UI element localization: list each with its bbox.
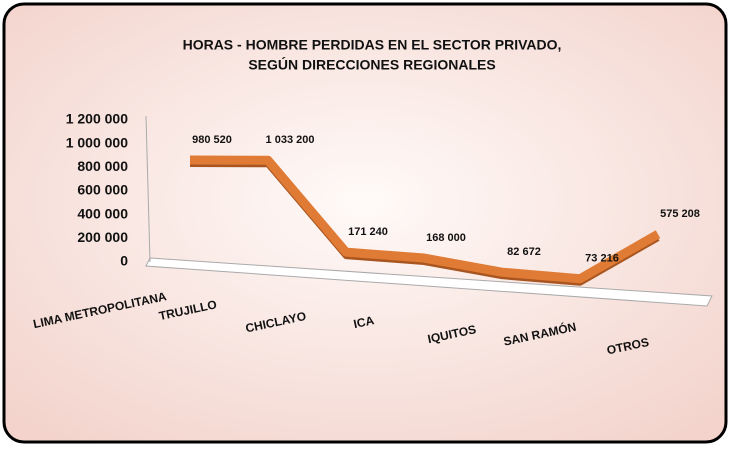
chart-frame [2,2,728,444]
data-label: 73 216 [585,253,619,265]
data-label: 1 033 200 [266,134,315,146]
chart-title: HORAS - HOMBRE PERDIDAS EN EL SECTOR PRI… [183,37,562,53]
data-label: 171 240 [348,226,388,238]
y-tick-label: 1 000 000 [66,134,128,150]
y-tick-label: 400 000 [77,205,128,221]
data-label: 575 208 [660,208,700,220]
y-tick-label: 200 000 [77,229,128,245]
y-tick-label: 0 [120,253,128,269]
x-tick-label: ICA [352,313,375,331]
chart-subtitle: SEGÚN DIRECCIONES REGIONALES [248,56,495,73]
y-axis [145,115,151,263]
y-tick-label: 800 000 [77,158,128,174]
data-label: 168 000 [426,232,466,244]
y-tick-label: 1 200 000 [66,111,128,127]
data-label: 980 520 [192,134,232,146]
floor [145,257,713,307]
line-series [189,155,661,284]
y-tick-label: 600 000 [77,182,128,198]
data-label: 82 672 [507,246,541,258]
